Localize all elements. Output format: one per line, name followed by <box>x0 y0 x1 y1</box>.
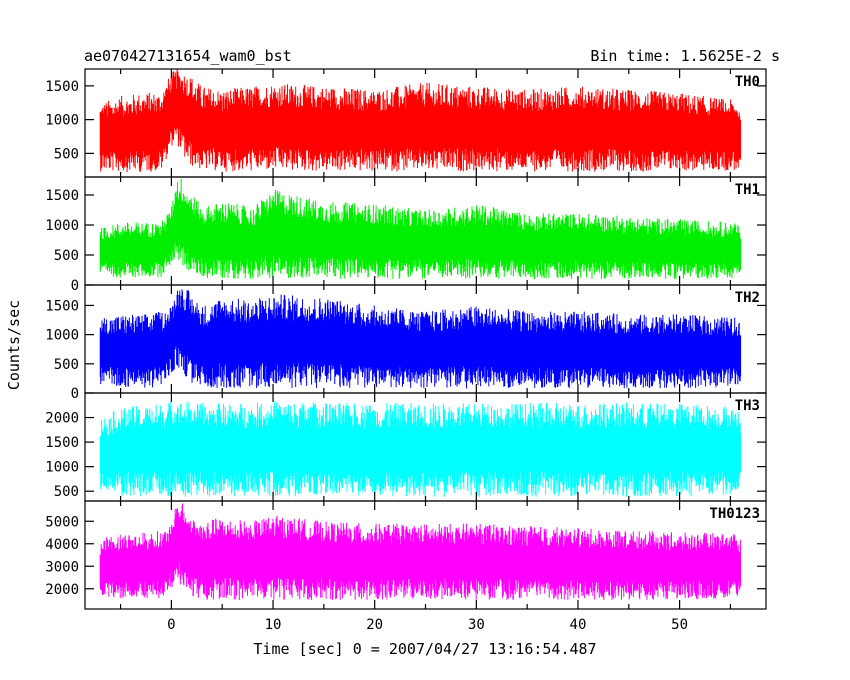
series-trace-th3 <box>99 401 742 497</box>
y-tick-label: 500 <box>54 248 79 264</box>
x-tick-label: 30 <box>468 617 485 633</box>
y-tick-label: 5000 <box>45 514 79 530</box>
y-tick-label: 1500 <box>45 298 79 314</box>
y-tick-label: 1000 <box>45 460 79 476</box>
y-tick-label: 1000 <box>45 113 79 129</box>
panel-th0123: 2000 3000 4000 5000 TH0123 <box>45 500 767 610</box>
y-tick-label: 4000 <box>45 537 79 553</box>
y-tick-label: 0 <box>71 278 79 294</box>
panel-label-th2: TH2 <box>735 290 760 306</box>
y-tick-label: 500 <box>54 357 79 373</box>
y-tick-label: 1000 <box>45 218 79 234</box>
x-axis-label: Time [sec] 0 = 2007/04/27 13:16:54.487 <box>253 640 596 658</box>
y-tick-label: 0 <box>71 386 79 402</box>
panel-th2: 0 500 1000 1500 TH2 <box>45 284 767 402</box>
y-tick-label: 1500 <box>45 79 79 95</box>
y-tick-label: 2000 <box>45 411 79 427</box>
x-tick-label: 40 <box>570 617 587 633</box>
x-tick-label: 20 <box>366 617 383 633</box>
y-tick-label: 1000 <box>45 328 79 344</box>
panel-th0: 500 1000 1500 TH0 <box>45 68 767 178</box>
chart-title-right: Bin time: 1.5625E-2 s <box>590 47 780 65</box>
series-trace-th0 <box>99 69 742 173</box>
series-trace-th2 <box>99 289 742 389</box>
y-axis-label: Counts/sec <box>5 300 23 390</box>
y-tick-label: 2000 <box>45 582 79 598</box>
y-tick-label: 500 <box>54 484 79 500</box>
panel-label-th0: TH0 <box>735 74 760 90</box>
y-tick-label: 1500 <box>45 435 79 451</box>
x-tick-label: 50 <box>671 617 688 633</box>
panel-label-th1: TH1 <box>735 182 760 198</box>
panel-label-th0123: TH0123 <box>709 506 760 522</box>
series-trace-th0123 <box>99 503 742 600</box>
x-tick-label: 10 <box>265 617 282 633</box>
panel-th1: 0 500 1000 1500 TH1 <box>45 176 767 294</box>
series-trace-th1 <box>99 178 742 279</box>
y-tick-label: 3000 <box>45 559 79 575</box>
y-tick-label: 1500 <box>45 188 79 204</box>
y-tick-label: 500 <box>54 146 79 162</box>
panel-th3: 500 1000 1500 2000 TH3 <box>45 392 767 502</box>
chart-title-left: ae070427131654_wam0_bst <box>84 47 292 65</box>
x-tick-label: 0 <box>167 617 175 633</box>
panel-label-th3: TH3 <box>735 398 760 414</box>
